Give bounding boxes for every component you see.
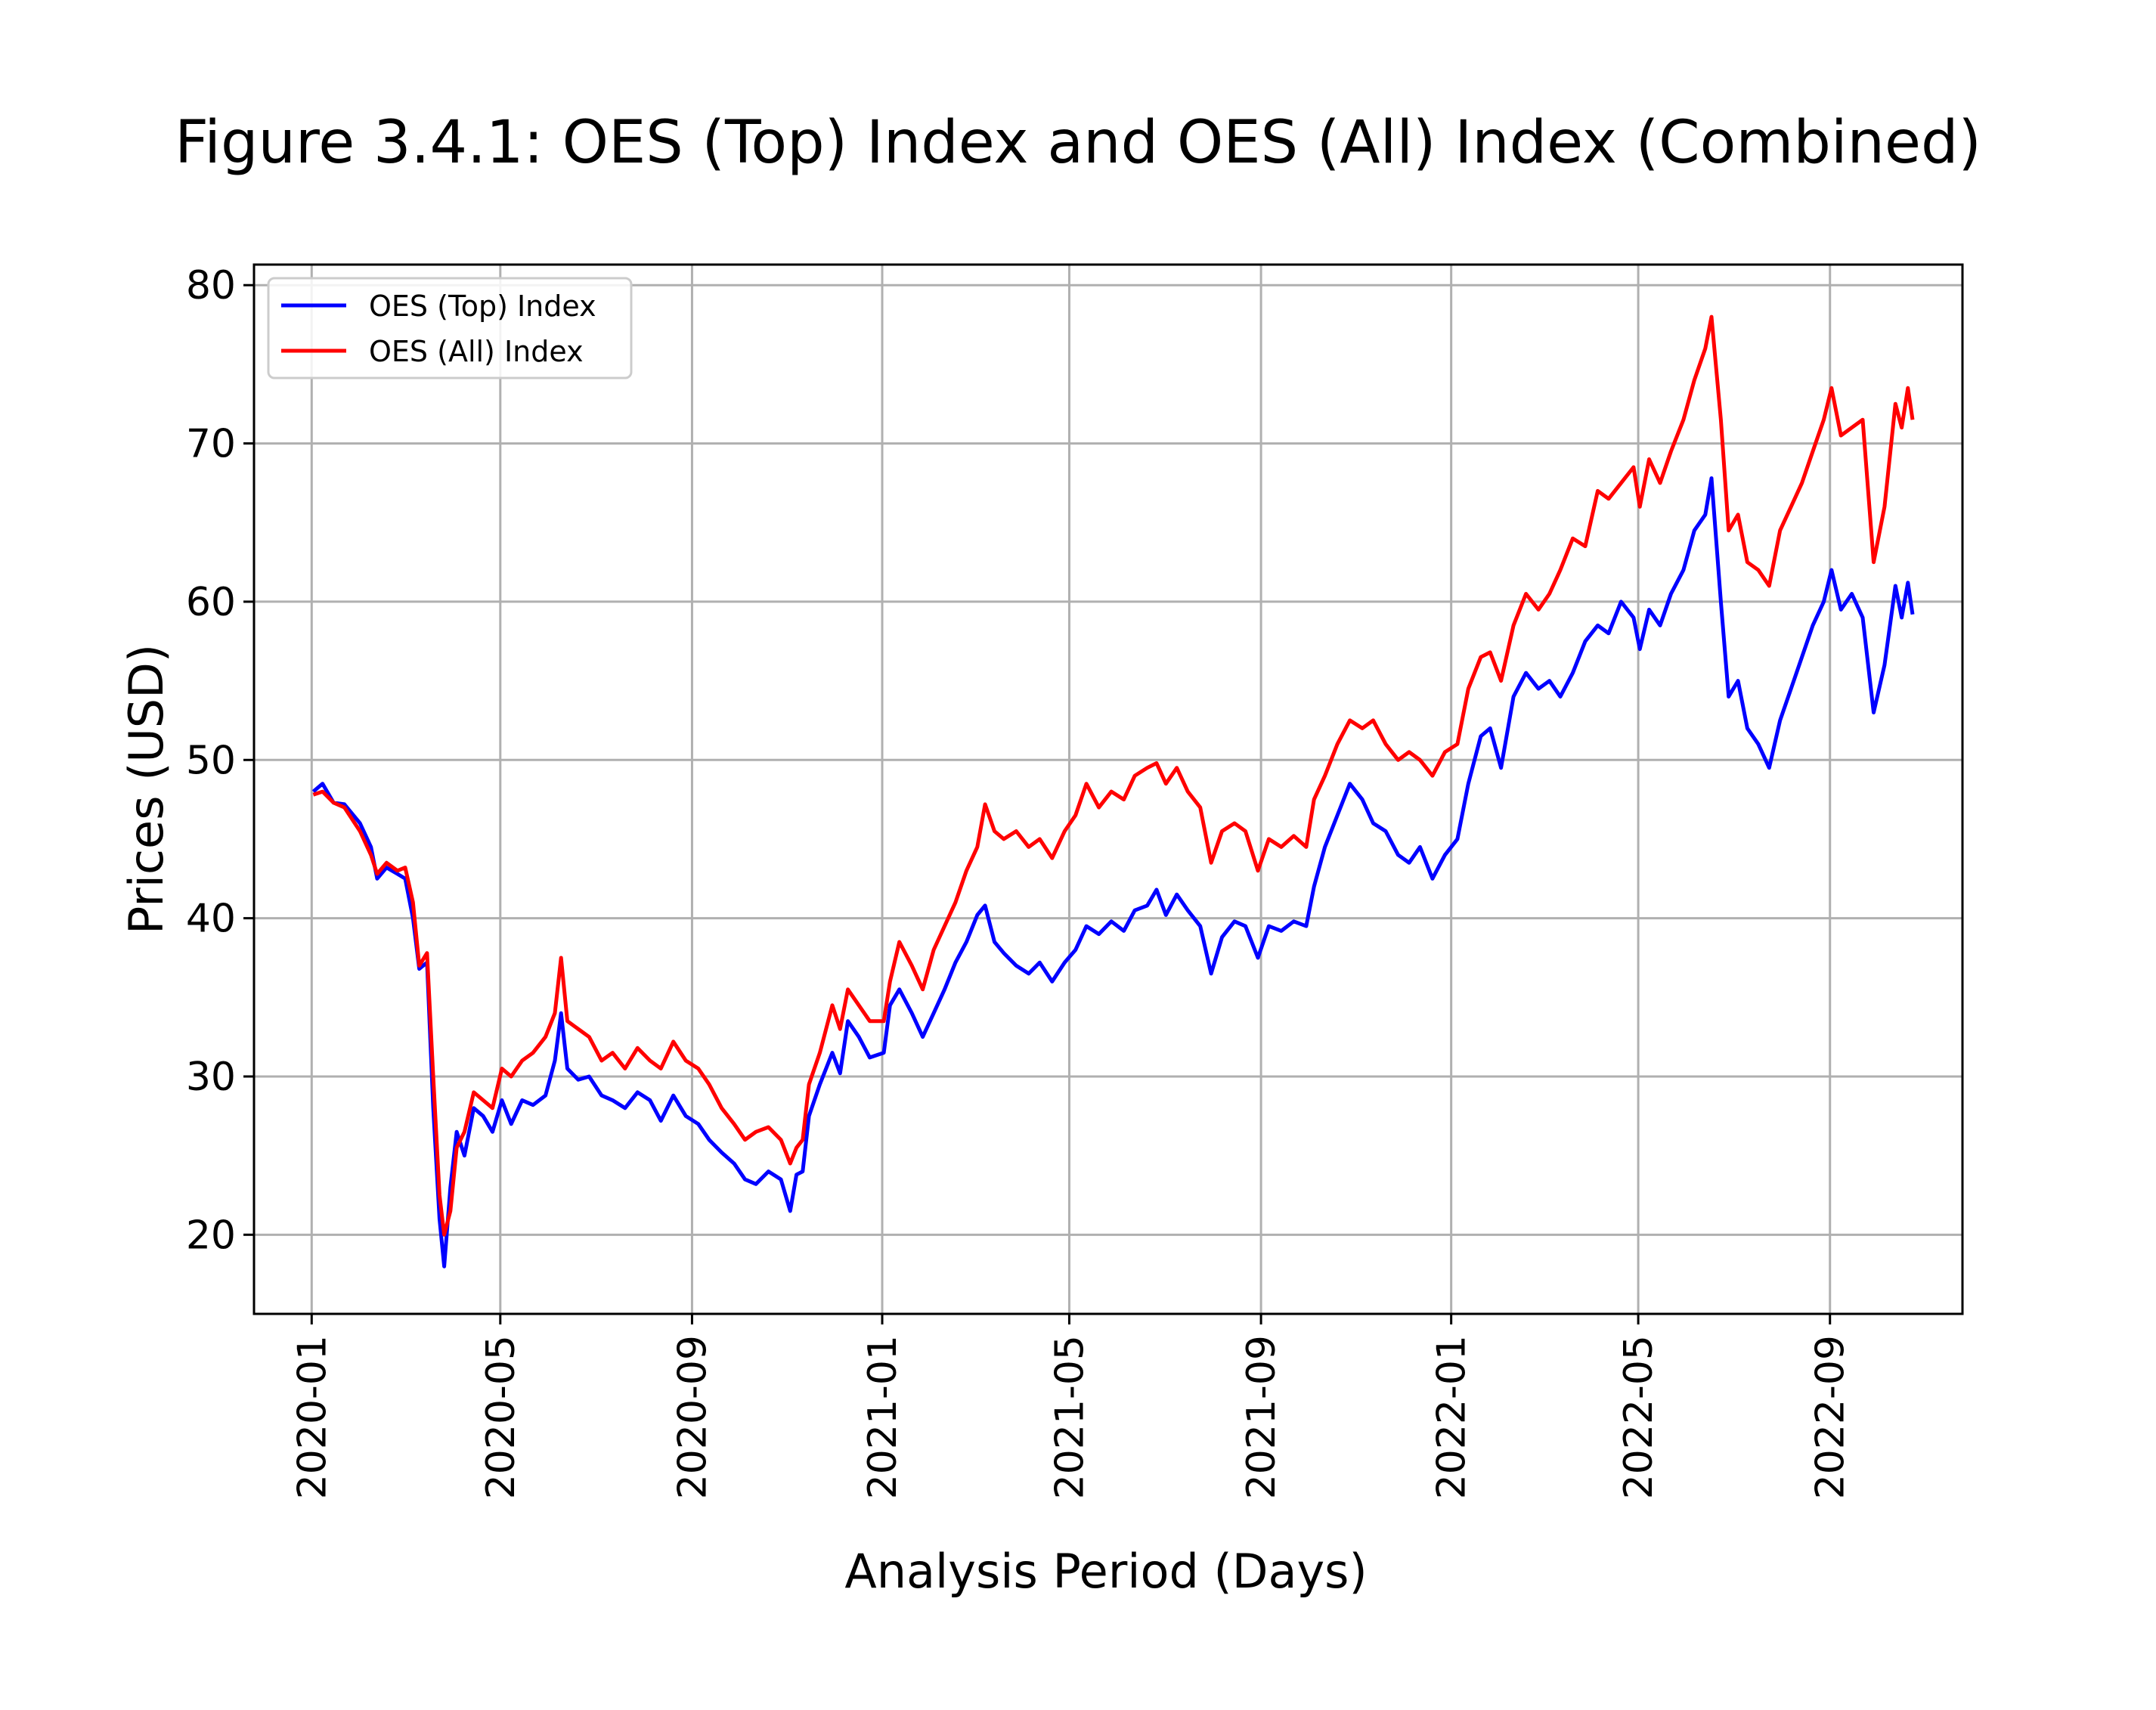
axis-ticks: 2020-01 2020-05 2020-09 2021-01 2021-05 2021-… (186, 263, 1854, 1499)
x-tick-label: 2020-09 (670, 1335, 715, 1499)
grid (254, 265, 1962, 1314)
x-tick-label: 2021-09 (1239, 1335, 1284, 1499)
y-tick-label: 20 (186, 1213, 236, 1258)
legend-label-all-index: OES (All) Index (369, 335, 584, 368)
legend-label-top-index: OES (Top) Index (369, 290, 596, 323)
y-tick-label: 80 (186, 263, 236, 308)
x-tick-label: 2022-09 (1808, 1335, 1854, 1499)
x-tick-label: 2022-05 (1616, 1335, 1662, 1499)
series-line-top-index (311, 476, 1915, 1269)
x-tick-label: 2021-05 (1047, 1335, 1092, 1499)
legend-box (267, 277, 633, 379)
y-tick-label: 50 (186, 738, 236, 783)
chart-title: Figure 3.4.1: OES (Top) Index and OES (A… (175, 109, 1981, 177)
x-tick-label: 2020-05 (479, 1335, 524, 1499)
legend: OES (Top) Index OES (All) Index (267, 277, 633, 379)
x-tick-label: 2022-01 (1430, 1335, 1475, 1499)
x-axis-label: Analysis Period (Days) (844, 1544, 1367, 1599)
y-tick-label: 30 (186, 1055, 236, 1100)
y-tick-label: 60 (186, 580, 236, 625)
y-tick-label: 40 (186, 897, 236, 942)
x-tick-label: 2020-01 (290, 1335, 335, 1499)
series-lines (311, 314, 1915, 1269)
x-tick-label: 2021-01 (860, 1335, 906, 1499)
series-line-all-index (312, 314, 1915, 1237)
y-tick-label: 70 (186, 422, 236, 467)
y-axis-label: Prices (USD) (119, 644, 174, 934)
plot-area-frame (252, 263, 1964, 1315)
